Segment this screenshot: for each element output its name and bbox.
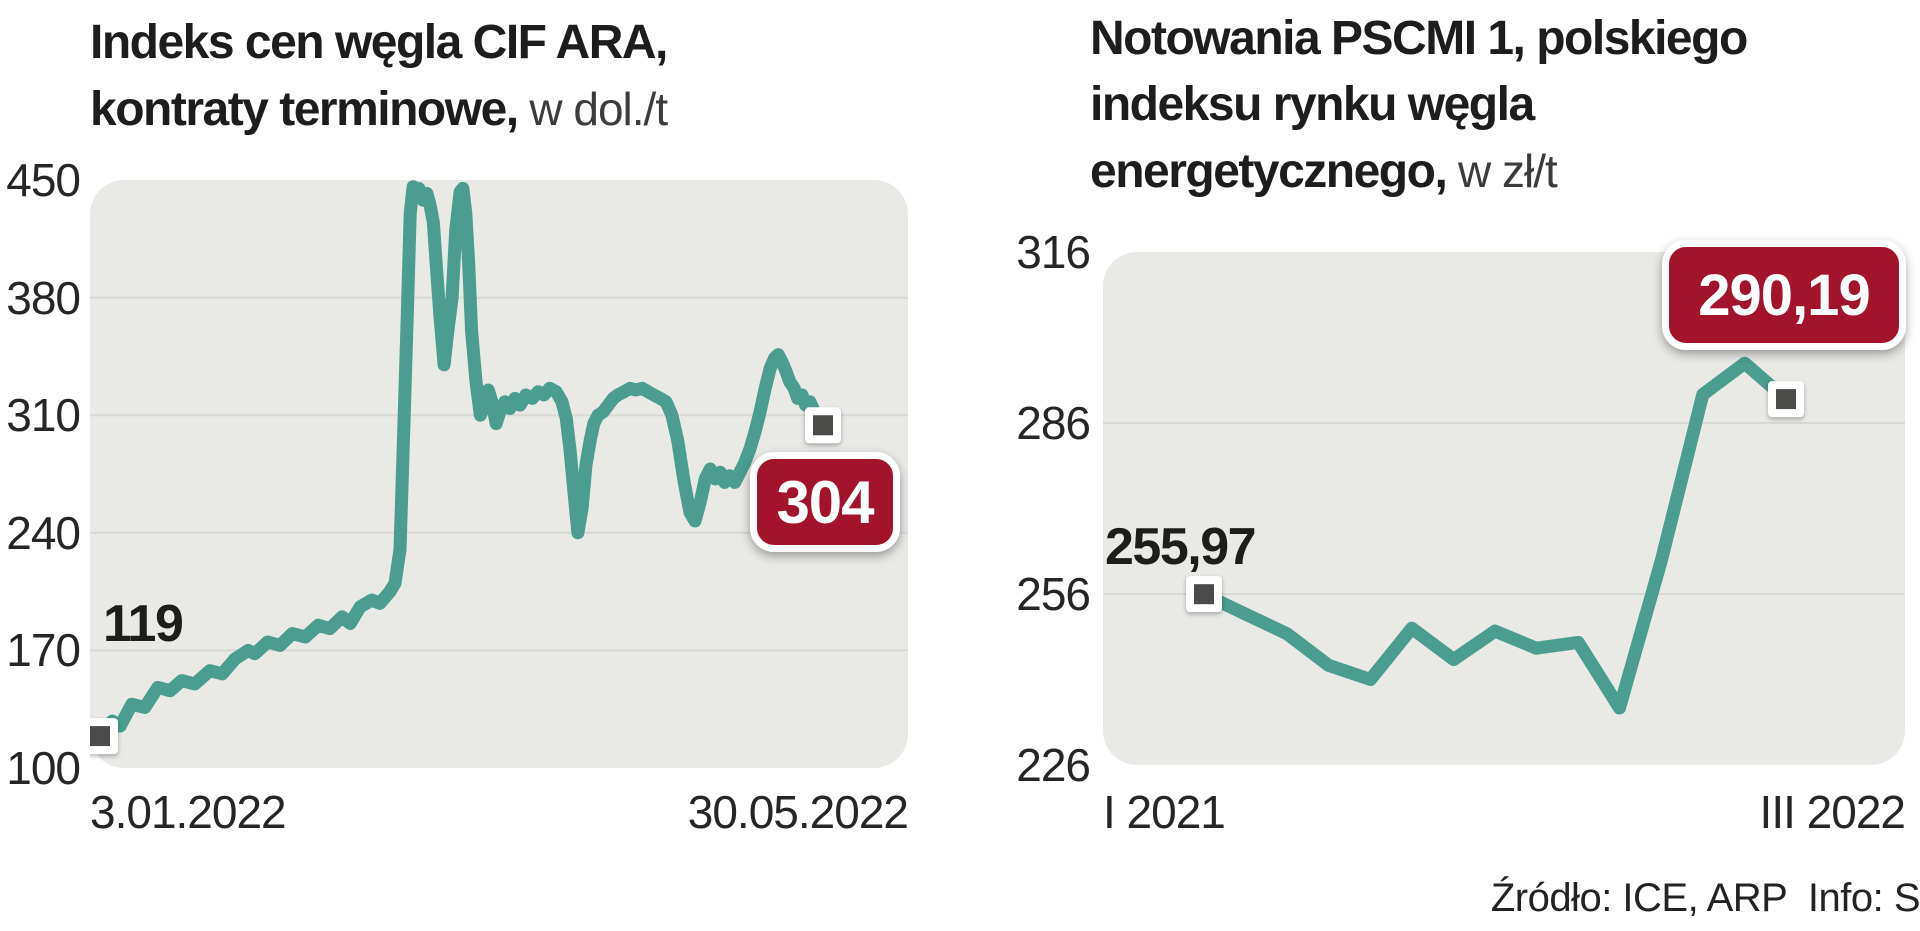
left-chart-plot <box>90 180 908 768</box>
right-ytick-316: 316 <box>1016 226 1091 278</box>
right-chart-title-line3: energetycznego, w zł/t <box>1090 138 1747 205</box>
end-point-marker <box>1768 381 1804 418</box>
right-ytick-286: 286 <box>1016 397 1091 449</box>
left-ytick-170: 170 <box>6 624 81 676</box>
start-point-marker <box>90 718 118 755</box>
price-line <box>93 180 830 743</box>
left-ytick-380: 380 <box>6 272 81 324</box>
right-chart-unit-label: w zł/t <box>1446 145 1558 197</box>
right-chart-title-line2: indeksu rynku węgla <box>1090 78 1535 131</box>
marker-square <box>1776 389 1796 410</box>
right-xtick-end: III 2022 <box>1759 786 1906 838</box>
marker-square <box>90 726 110 747</box>
left-xtick-start: 3.01.2022 <box>90 786 287 838</box>
left-ytick-240: 240 <box>6 507 81 559</box>
right-start-value-label: 255,97 <box>1105 518 1257 576</box>
right-ytick-256: 256 <box>1016 568 1091 620</box>
price-line <box>1197 356 1793 715</box>
chart-panel-background <box>1103 252 1905 765</box>
left-ytick-450: 450 <box>6 154 81 206</box>
marker-square <box>1194 584 1214 605</box>
left-chart-title: Indeks cen węgla CIF ARA, kontraty termi… <box>90 10 668 143</box>
right-chart-title-line3-bold: energetycznego, <box>1090 145 1448 198</box>
right-ytick-226: 226 <box>1016 739 1091 791</box>
chart-panel-background <box>90 180 908 768</box>
right-xtick-start: I 2021 <box>1103 786 1226 838</box>
right-end-value-badge: 290,19 <box>1662 240 1906 350</box>
left-start-value-label: 119 <box>103 595 184 653</box>
right-chart-title: Notowania PSCMI 1, polskiego indeksu ryn… <box>1090 6 1748 205</box>
right-chart-plot <box>1103 252 1905 765</box>
left-ytick-310: 310 <box>6 389 81 441</box>
left-ytick-100: 100 <box>6 742 81 794</box>
source-note: Źródło: ICE, ARP Info: S <box>1490 876 1920 920</box>
left-chart-title-line2-bold: kontraty terminowe, <box>90 83 519 136</box>
left-chart-title-line1: Indeks cen węgla CIF ARA, <box>90 16 668 69</box>
left-chart-title-line2: kontraty terminowe, w dol./t <box>90 76 668 143</box>
marker-square <box>813 415 833 436</box>
left-xtick-end: 30.05.2022 <box>687 786 909 838</box>
left-end-value-badge: 304 <box>750 452 900 552</box>
end-point-marker <box>805 407 841 444</box>
left-chart-unit-label: w dol./t <box>517 83 668 135</box>
start-point-marker <box>1186 576 1222 613</box>
right-chart-title-line1: Notowania PSCMI 1, polskiego <box>1090 12 1748 65</box>
